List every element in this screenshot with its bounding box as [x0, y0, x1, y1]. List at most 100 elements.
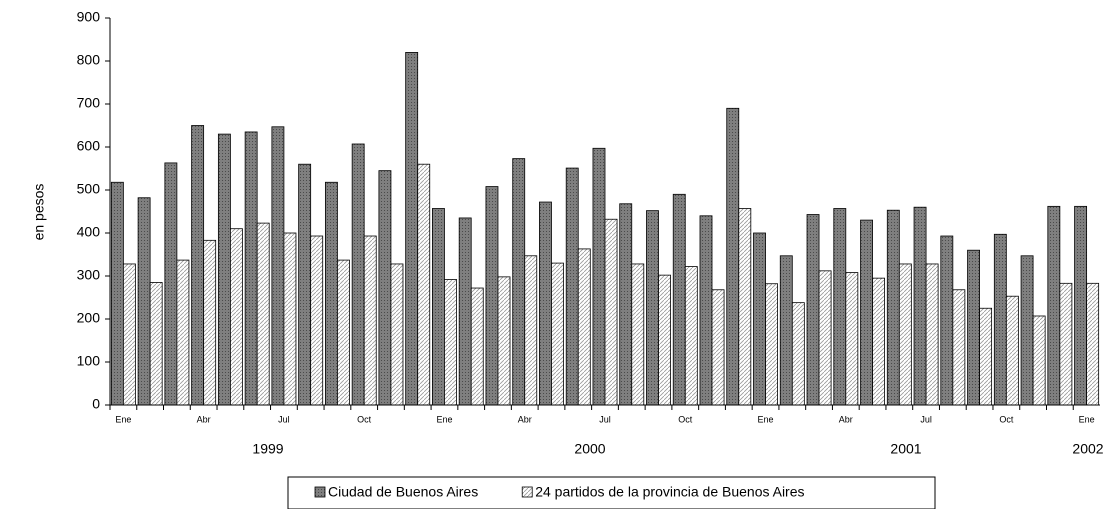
x-tick-label: Jul	[599, 414, 611, 424]
bar	[405, 52, 419, 406]
y-tick-label: 0	[92, 396, 100, 412]
bar	[952, 289, 966, 406]
bar	[699, 215, 713, 406]
bar	[122, 263, 136, 406]
bar	[485, 186, 499, 406]
bar	[806, 214, 820, 406]
bar	[886, 209, 900, 406]
bar	[646, 210, 659, 406]
x-tick-label: Ene	[115, 414, 131, 424]
bar	[551, 262, 564, 406]
bar	[539, 201, 552, 406]
bar	[791, 302, 805, 406]
bar	[765, 283, 778, 406]
legend-swatch	[521, 486, 533, 498]
bar	[979, 307, 993, 406]
bar	[176, 259, 190, 406]
x-tick-label: Abr	[197, 414, 211, 424]
x-tick-label: Oct	[999, 414, 1014, 424]
x-tick-label: Abr	[518, 414, 532, 424]
bar	[283, 232, 297, 406]
x-tick-label: Ene	[758, 414, 774, 424]
year-label: 1999	[252, 441, 283, 457]
y-tick-label: 800	[77, 52, 101, 68]
x-tick-label: Oct	[357, 414, 372, 424]
bar	[631, 263, 645, 406]
bar	[137, 197, 151, 406]
bar	[271, 126, 285, 406]
legend	[287, 476, 936, 509]
y-tick-label: 200	[77, 310, 101, 326]
x-tick-label: Jul	[278, 414, 290, 424]
bar	[351, 143, 365, 406]
legend-label: 24 partidos de la provincia de Buenos Ai…	[535, 484, 804, 500]
x-tick-label: Abr	[839, 414, 853, 424]
bar	[1086, 282, 1100, 406]
bar	[444, 279, 457, 406]
bar	[604, 218, 618, 406]
bar	[993, 233, 1007, 406]
x-tick-label: Jul	[920, 414, 932, 424]
bar	[378, 170, 392, 406]
bar	[390, 263, 404, 406]
bar	[363, 235, 377, 406]
bar	[417, 163, 431, 406]
bar	[940, 235, 954, 406]
bar	[1059, 282, 1073, 406]
bar	[619, 203, 633, 406]
bar	[658, 274, 671, 406]
bar	[925, 263, 939, 406]
bar	[230, 228, 243, 406]
y-tick-label: 500	[77, 181, 101, 197]
y-tick-label: 300	[77, 267, 101, 283]
bar	[818, 270, 832, 406]
bar	[324, 181, 338, 406]
y-tick-label: 100	[77, 353, 101, 369]
bar	[298, 163, 312, 406]
bar	[458, 217, 472, 406]
year-label: 2001	[890, 441, 921, 457]
bar	[684, 266, 698, 406]
bar	[217, 133, 231, 406]
y-tick-label: 400	[77, 224, 101, 240]
legend-swatch	[314, 486, 326, 498]
bar	[833, 208, 847, 406]
bar	[577, 248, 591, 406]
bar	[497, 276, 511, 406]
bar	[1020, 255, 1034, 406]
bar	[738, 208, 752, 406]
y-axis-title: en pesos	[31, 184, 47, 241]
x-tick-label: Ene	[1079, 414, 1095, 424]
bar	[524, 255, 538, 406]
bar	[191, 125, 205, 406]
bar	[310, 235, 324, 406]
bar	[164, 162, 178, 406]
bar	[149, 282, 163, 406]
bar	[203, 239, 217, 406]
bar	[711, 289, 725, 406]
bar	[592, 147, 606, 406]
x-tick-label: Ene	[436, 414, 452, 424]
bar	[872, 277, 886, 406]
bar	[1005, 295, 1019, 406]
bar	[726, 107, 740, 406]
bar	[860, 219, 873, 406]
y-tick-label: 600	[77, 138, 101, 154]
bar	[967, 249, 980, 406]
bar	[753, 232, 766, 406]
bar	[512, 158, 526, 406]
year-label: 2002	[1072, 441, 1103, 457]
bar	[256, 222, 270, 406]
bar	[244, 131, 258, 406]
x-tick-label: Oct	[678, 414, 693, 424]
legend-label: Ciudad de Buenos Aires	[328, 484, 478, 500]
bar	[898, 263, 912, 406]
bar	[1047, 205, 1061, 406]
bar	[845, 272, 859, 406]
bar	[1032, 315, 1046, 406]
bar	[432, 208, 445, 406]
y-tick-label: 900	[77, 9, 101, 25]
bar	[565, 167, 579, 406]
bar	[110, 181, 124, 406]
